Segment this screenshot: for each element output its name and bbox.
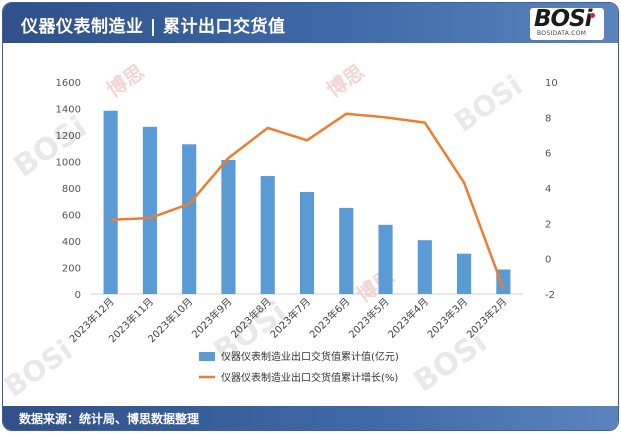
y-tick-label: 0 [75, 290, 81, 301]
line-series [110, 112, 505, 290]
bar-series [103, 110, 511, 294]
bar [103, 110, 118, 294]
legend-line-label: 仪器仪表制造业出口交货值累计增长(%) [221, 371, 398, 384]
x-tick-label: 2023年2月 [464, 295, 510, 341]
y-tick-label: 1600 [56, 78, 81, 89]
growth-line [110, 112, 505, 290]
data-source: 数据来源：统计局、博思数据整理 [19, 412, 200, 426]
bar [221, 159, 236, 294]
y2-tick-label: -2 [545, 290, 555, 301]
bosi-logo: BOSi BOSIDATA.COM [530, 6, 604, 40]
bar [260, 176, 275, 294]
y2-tick-label: 10 [545, 78, 558, 89]
chart-axes: 0 200 400 600 800 1000 1200 1400 1600 -2 0 2 4 6 8 10 [56, 78, 558, 301]
x-tick-label: 2023年4月 [385, 295, 431, 341]
bar [182, 144, 197, 294]
logo-text: BOSi [534, 6, 593, 32]
y-tick-label: 600 [62, 211, 81, 222]
watermark-3: BOSi [448, 69, 528, 139]
bar [457, 253, 472, 294]
y-tick-label: 400 [62, 237, 81, 248]
y-tick-label: 800 [62, 184, 81, 195]
logo-subtext: BOSIDATA.COM [537, 30, 587, 37]
watermark-4: BOSi [3, 334, 78, 404]
x-tick-label: 2023年6月 [307, 295, 353, 341]
watermark-5: 博思 [102, 59, 149, 102]
legend-bar-swatch [199, 352, 215, 361]
header-bar: 仪器仪表制造业 | 累计出口交货值 BOSi BOSIDATA.COM [3, 3, 618, 43]
logo-dot [590, 13, 595, 18]
watermark-2: BOSi [408, 325, 494, 400]
y-tick-label: 1000 [56, 158, 81, 169]
legend-bar-label: 仪器仪表制造业出口交货值累计值(亿元) [221, 350, 399, 363]
bar [142, 126, 157, 294]
bar [299, 191, 315, 294]
y2-tick-label: 2 [545, 219, 551, 230]
bar [378, 224, 393, 294]
bar [339, 207, 354, 294]
y2-tick-label: 4 [545, 184, 551, 195]
y2-tick-label: 0 [545, 255, 551, 266]
x-axis-labels: 2023年12月2023年11月2023年10月2023年9月2023年8月20… [66, 295, 509, 345]
y-tick-label: 1400 [56, 105, 81, 116]
watermark-6: 博思 [322, 59, 369, 102]
y-tick-label: 200 [62, 264, 81, 275]
y-tick-label: 1200 [56, 131, 81, 142]
y2-tick-label: 8 [545, 113, 551, 124]
footer-bar: 数据来源：统计局、博思数据整理 [3, 406, 618, 430]
page-title: 仪器仪表制造业 | 累计出口交货值 [21, 17, 286, 37]
bar [417, 240, 432, 294]
y2-tick-label: 6 [545, 149, 551, 160]
watermark-0: BOSi [8, 110, 94, 185]
legend: 仪器仪表制造业出口交货值累计值(亿元) 仪器仪表制造业出口交货值累计增长(%) [199, 350, 399, 384]
